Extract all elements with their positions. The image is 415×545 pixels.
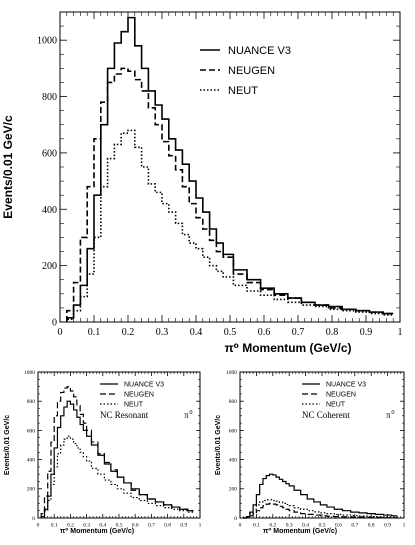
y-tick-label: 400	[42, 205, 57, 216]
x-axis-label: π⁰ Momentum (GeV/c)	[60, 527, 134, 535]
legend-label: NEUT	[228, 85, 258, 97]
legend-label: NEUT	[124, 401, 144, 408]
panel-annotation: NC Resonant	[100, 410, 149, 420]
y-tick-label: 200	[27, 487, 36, 493]
panel-annotation-sup: 0	[189, 409, 192, 416]
panel-annotation-symbol: π	[184, 410, 189, 420]
x-tick-label: 0	[37, 523, 40, 529]
nc-coherent-chart: 0 0.1 0.2 0.3 0.4 0.5 0.6 0.7 0.8 0.9 1 0 200 400 600 8…	[215, 370, 406, 535]
x-tick-label: 0.4	[190, 327, 203, 338]
x-tick-label: 0.7	[351, 523, 358, 529]
y-tick-label: 0	[52, 318, 57, 329]
x-tick-label: 0.3	[83, 523, 90, 529]
x-tick-label: 0	[58, 327, 63, 338]
plot-frame	[37, 371, 201, 519]
legend-label: NEUGEN	[228, 65, 275, 77]
legend-label: NEUT	[326, 401, 346, 408]
y-axis-label: Events/0.01 GeV/c	[215, 415, 222, 475]
x-tick-label: 0.4	[302, 523, 309, 529]
x-tick-label: 1	[403, 523, 406, 529]
x-tick-label: 0.9	[180, 523, 187, 529]
series-neut	[66, 129, 394, 322]
y-tick-label: 400	[229, 458, 238, 464]
y-axis-label: Events/0.01 GeV/c	[4, 415, 11, 475]
series-nuance-v3	[40, 400, 194, 518]
x-tick-label: 0.1	[253, 523, 260, 529]
panel-annotation-sup: 0	[391, 409, 394, 416]
x-tick-label: 0.8	[326, 327, 339, 338]
series-nuance-v3	[243, 473, 398, 519]
panel-annotation-symbol: π	[386, 410, 391, 420]
x-axis-label: π⁰ Momentum (GeV/c)	[224, 341, 351, 355]
legend-label: NUANCE V3	[326, 381, 366, 388]
x-tick-label: 0	[239, 523, 242, 529]
x-tick-label: 0.9	[360, 327, 373, 338]
main-chart: 0 0.1 0.2 0.3 0.4 0.5 0.6 0.7 0.8 0.9 1 0 200 400 600 8…	[1, 11, 403, 355]
x-tick-label: 0.2	[269, 523, 276, 529]
y-axis-label: Events/0.01 GeV/c	[1, 115, 15, 219]
legend-label: NUANCE V3	[228, 45, 291, 57]
y-tick-label: 800	[42, 92, 57, 103]
y-tick-label: 800	[229, 399, 238, 405]
series-neugen	[243, 502, 398, 519]
y-tick-label: 200	[42, 261, 57, 272]
x-axis-label: π⁰ Momentum (GeV/c)	[263, 527, 337, 535]
x-tick-label: 0.6	[335, 523, 342, 529]
y-tick-label: 600	[42, 148, 57, 159]
y-tick-label: 0	[234, 516, 237, 522]
series-nuance-v3	[66, 16, 394, 322]
x-tick-label: 1	[398, 327, 403, 338]
x-tick-label: 0.5	[319, 523, 326, 529]
x-tick-label: 0.7	[148, 523, 155, 529]
series-neugen	[66, 67, 394, 322]
y-tick-label: 600	[27, 428, 36, 434]
nc-resonant-chart: 0 0.1 0.2 0.3 0.4 0.5 0.6 0.7 0.8 0.9 1 0 200 400 600 8…	[4, 370, 202, 535]
x-tick-label: 0.5	[224, 327, 237, 338]
x-tick-label: 1	[199, 523, 202, 529]
legend-label: NEUGEN	[326, 391, 356, 398]
panel-annotation: NC Coherent	[302, 410, 350, 420]
y-tick-label: 0	[32, 516, 35, 522]
y-tick-label: 1000	[226, 370, 237, 376]
y-tick-label: 200	[229, 487, 238, 493]
y-tick-label: 600	[229, 428, 238, 434]
y-tick-label: 1000	[24, 370, 35, 376]
series-neut	[243, 499, 398, 519]
legend-label: NEUGEN	[124, 391, 154, 398]
y-tick-label: 800	[27, 399, 36, 405]
plot-frame	[239, 371, 405, 519]
y-tick-label: 400	[27, 458, 36, 464]
x-tick-label: 0.7	[292, 327, 305, 338]
x-tick-label: 0.3	[156, 327, 169, 338]
series-neut	[40, 435, 194, 518]
x-tick-label: 0.2	[67, 523, 74, 529]
x-tick-label: 0.4	[99, 523, 106, 529]
legend-label: NUANCE V3	[124, 381, 164, 388]
plot-frame	[59, 11, 401, 323]
x-tick-label: 0.6	[258, 327, 271, 338]
x-tick-label: 0.2	[122, 327, 135, 338]
x-tick-label: 0.6	[132, 523, 139, 529]
y-tick-label: 1000	[37, 36, 57, 47]
x-tick-label: 0.1	[51, 523, 58, 529]
series-neugen	[40, 386, 194, 518]
x-tick-label: 0.8	[164, 523, 171, 529]
x-tick-label: 0.1	[88, 327, 101, 338]
x-tick-label: 0.9	[384, 523, 391, 529]
x-tick-label: 0.3	[286, 523, 293, 529]
x-tick-label: 0.8	[368, 523, 375, 529]
x-tick-label: 0.5	[116, 523, 123, 529]
